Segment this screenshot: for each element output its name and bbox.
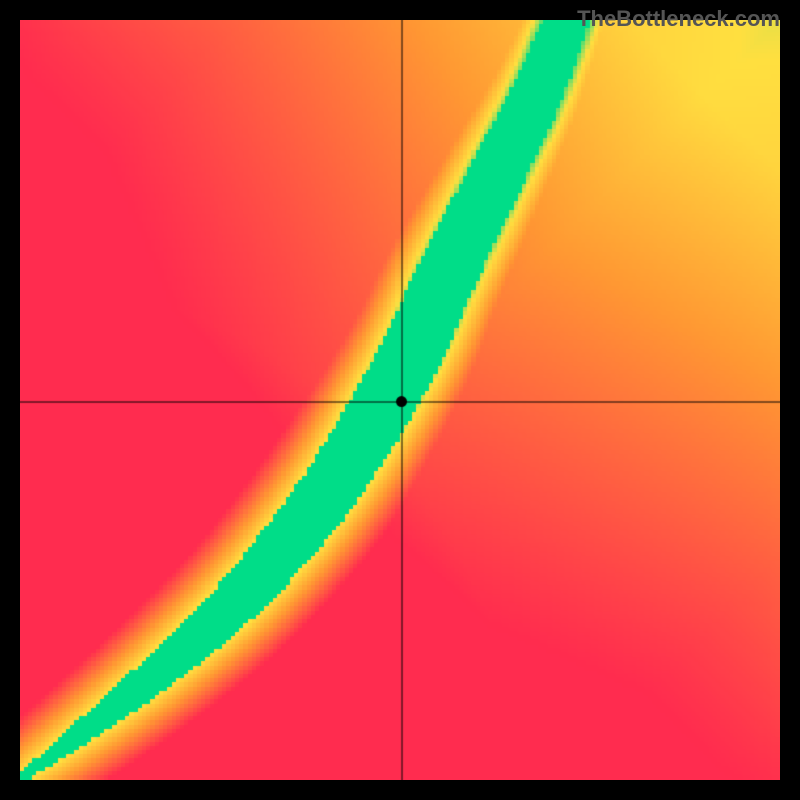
chart-container: TheBottleneck.com bbox=[0, 0, 800, 800]
watermark-text: TheBottleneck.com bbox=[577, 6, 780, 32]
crosshair-overlay bbox=[20, 20, 780, 780]
